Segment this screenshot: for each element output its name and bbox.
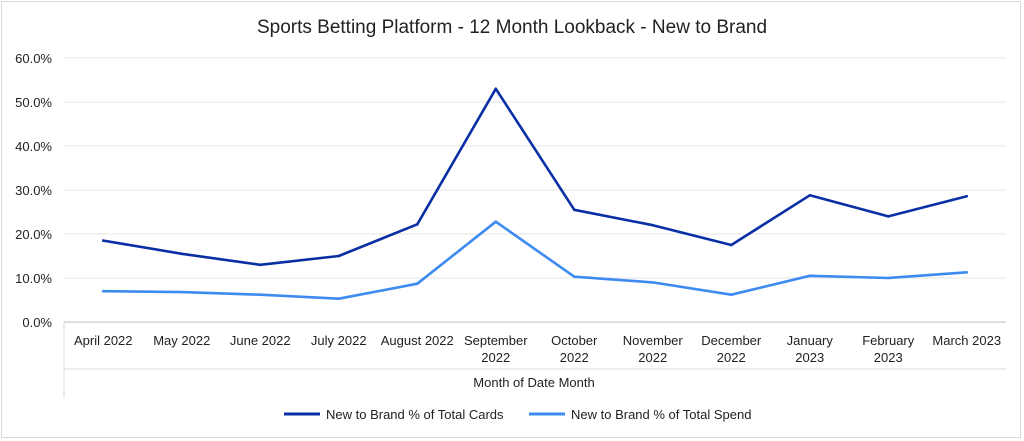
data-point: [494, 87, 498, 91]
y-tick-label: 0.0%: [22, 315, 52, 330]
data-point: [808, 274, 812, 278]
data-point: [101, 239, 105, 242]
x-tick-label: October 2022: [551, 333, 598, 365]
data-point: [965, 194, 969, 198]
y-tick-label: 50.0%: [15, 95, 52, 110]
y-tick-label: 20.0%: [15, 227, 52, 242]
data-point: [651, 223, 655, 227]
legend-label: New to Brand % of Total Spend: [571, 407, 751, 422]
x-tick-label: December 2022: [701, 333, 762, 365]
chart-title: Sports Betting Platform - 12 Month Lookb…: [257, 17, 767, 38]
gridlines: [64, 57, 1006, 323]
x-tick-label: July 2022: [311, 333, 367, 348]
data-point: [572, 275, 576, 278]
y-tick-label: 40.0%: [15, 139, 52, 154]
data-point: [258, 263, 262, 267]
data-point: [965, 270, 969, 274]
x-tick-label: September 2022: [464, 333, 528, 365]
data-point: [258, 293, 262, 297]
x-tick-label: February 2023: [862, 333, 915, 365]
data-point: [651, 281, 655, 284]
data-point: [572, 208, 576, 212]
y-tick-label: 10.0%: [15, 271, 52, 286]
x-tick-label: May 2022: [153, 333, 210, 348]
x-tick-label: January 2023: [787, 333, 834, 365]
data-point: [808, 193, 812, 197]
series-line: [103, 220, 967, 301]
data-point: [337, 254, 341, 258]
legend: New to Brand % of Total Cards New to Bran…: [284, 407, 751, 422]
x-tick-label: April 2022: [74, 333, 133, 348]
x-tick-label: June 2022: [230, 333, 291, 348]
data-point: [886, 276, 890, 280]
series-line: [103, 87, 968, 267]
legend-label: New to Brand % of Total Cards: [326, 407, 504, 422]
y-tick-label: 30.0%: [15, 183, 52, 198]
data-point: [415, 223, 419, 226]
x-tick-label: November 2022: [623, 333, 684, 365]
data-point: [886, 215, 890, 218]
x-tick-label: March 2023: [932, 333, 1001, 348]
data-point: [729, 243, 733, 247]
data-point: [337, 297, 341, 300]
x-axis-title: Month of Date Month: [473, 375, 594, 390]
data-point: [729, 293, 733, 297]
data-point: [415, 282, 419, 286]
y-axis-ticks: 0.0% 10.0% 20.0% 30.0% 40.0% 50.0% 60.0%: [15, 51, 52, 330]
data-point: [494, 220, 498, 223]
x-tick-label: August 2022: [381, 333, 454, 348]
data-point: [180, 290, 184, 294]
y-tick-label: 60.0%: [15, 51, 52, 66]
data-point: [180, 252, 184, 256]
x-axis: April 2022 May 2022 June 2022 July 2022 Augu…: [63, 322, 1006, 398]
series-lines: [101, 87, 969, 301]
data-point: [101, 289, 105, 293]
